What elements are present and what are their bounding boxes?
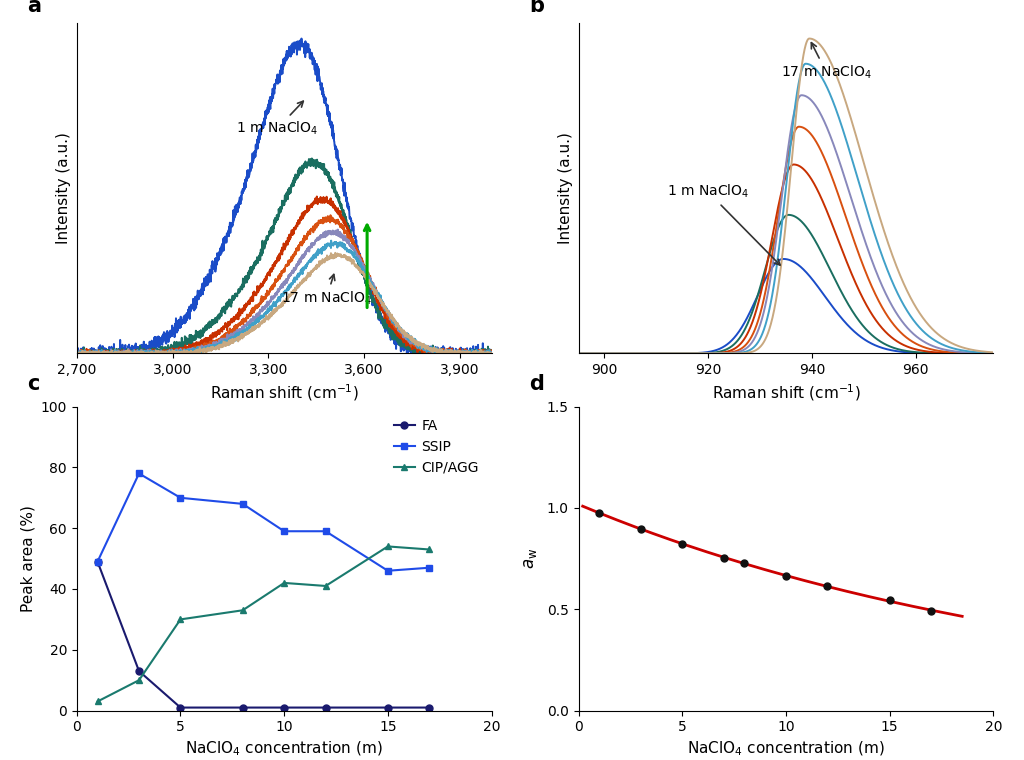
FA [382,703,394,712]
Text: c: c [27,375,39,394]
Text: a: a [27,0,41,16]
X-axis label: Raman shift (cm$^{-1}$): Raman shift (cm$^{-1}$) [712,383,860,404]
Text: 17 m NaClO$_4$: 17 m NaClO$_4$ [780,43,871,81]
Line: SSIP: SSIP [94,470,433,575]
Y-axis label: Intensity (a.u.): Intensity (a.u.) [558,132,573,244]
SSIP [174,493,186,502]
CIP/AGG [91,697,103,706]
CIP/AGG [279,578,291,587]
FA [319,703,332,712]
Text: b: b [528,0,544,16]
CIP/AGG [174,615,186,624]
Line: CIP/AGG: CIP/AGG [94,543,433,705]
Y-axis label: $a_\mathrm{w}$: $a_\mathrm{w}$ [520,548,539,569]
X-axis label: Raman shift (cm$^{-1}$): Raman shift (cm$^{-1}$) [210,383,358,404]
SSIP [133,469,145,478]
Line: FA: FA [94,558,433,711]
Text: 17 m NaClO$_4$: 17 m NaClO$_4$ [281,274,372,307]
FA [133,667,145,676]
Text: 1 m NaClO$_4$: 1 m NaClO$_4$ [667,183,780,265]
SSIP [237,499,249,508]
CIP/AGG [237,606,249,615]
SSIP [319,527,332,536]
CIP/AGG [382,542,394,551]
FA [91,557,103,566]
Text: d: d [528,375,544,394]
Legend: FA, SSIP, CIP/AGG: FA, SSIP, CIP/AGG [388,413,484,480]
Y-axis label: Peak area (%): Peak area (%) [20,505,35,612]
CIP/AGG [133,676,145,685]
SSIP [91,557,103,566]
CIP/AGG [423,545,435,554]
FA [174,703,186,712]
X-axis label: NaClO$_4$ concentration (m): NaClO$_4$ concentration (m) [687,740,885,758]
Y-axis label: Intensity (a.u.): Intensity (a.u.) [56,132,72,244]
FA [237,703,249,712]
CIP/AGG [319,581,332,591]
X-axis label: NaClO$_4$ concentration (m): NaClO$_4$ concentration (m) [185,740,383,758]
Text: 1 m NaClO$_4$: 1 m NaClO$_4$ [237,101,318,138]
SSIP [423,563,435,572]
FA [279,703,291,712]
SSIP [279,527,291,536]
FA [423,703,435,712]
SSIP [382,566,394,575]
